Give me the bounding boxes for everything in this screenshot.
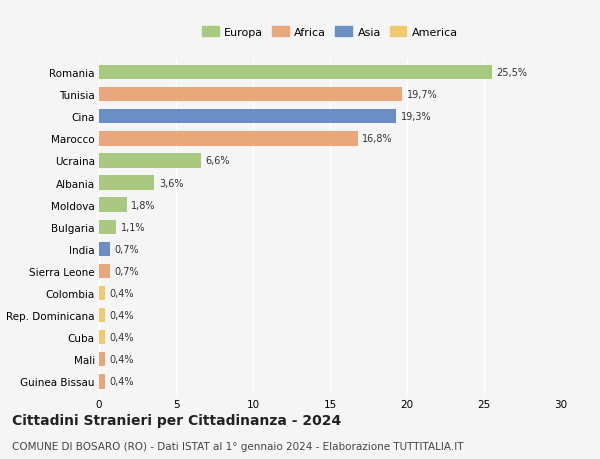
Bar: [99, 154, 200, 168]
Text: 16,8%: 16,8%: [362, 134, 393, 144]
Text: 0,4%: 0,4%: [110, 332, 134, 342]
Text: 0,7%: 0,7%: [115, 244, 139, 254]
Bar: [99, 242, 110, 257]
Bar: [99, 264, 110, 279]
Bar: [99, 220, 116, 235]
Bar: [99, 375, 105, 389]
Text: 6,6%: 6,6%: [205, 156, 230, 166]
Text: 0,4%: 0,4%: [110, 354, 134, 364]
Text: 0,4%: 0,4%: [110, 288, 134, 298]
Text: 19,3%: 19,3%: [401, 112, 431, 122]
Text: 19,7%: 19,7%: [407, 90, 438, 100]
Text: 0,7%: 0,7%: [115, 266, 139, 276]
Bar: [99, 132, 358, 146]
Legend: Europa, Africa, Asia, America: Europa, Africa, Asia, America: [200, 25, 460, 40]
Bar: [99, 353, 105, 367]
Text: 1,1%: 1,1%: [121, 222, 145, 232]
Text: 0,4%: 0,4%: [110, 376, 134, 386]
Text: 25,5%: 25,5%: [496, 68, 527, 78]
Text: 0,4%: 0,4%: [110, 310, 134, 320]
Bar: [99, 88, 403, 102]
Bar: [99, 110, 396, 124]
Text: Cittadini Stranieri per Cittadinanza - 2024: Cittadini Stranieri per Cittadinanza - 2…: [12, 413, 341, 427]
Bar: [99, 308, 105, 323]
Bar: [99, 286, 105, 301]
Bar: [99, 198, 127, 213]
Text: 3,6%: 3,6%: [159, 178, 184, 188]
Bar: [99, 330, 105, 345]
Text: 1,8%: 1,8%: [131, 200, 156, 210]
Bar: [99, 66, 492, 80]
Text: COMUNE DI BOSARO (RO) - Dati ISTAT al 1° gennaio 2024 - Elaborazione TUTTITALIA.: COMUNE DI BOSARO (RO) - Dati ISTAT al 1°…: [12, 441, 464, 451]
Bar: [99, 176, 154, 190]
